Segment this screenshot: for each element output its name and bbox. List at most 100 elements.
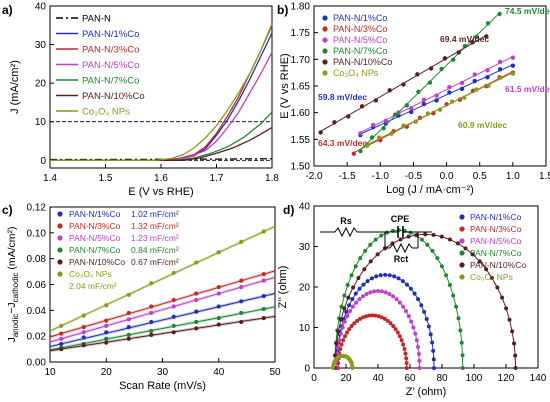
fit-line <box>360 12 500 151</box>
y-tick-label: 10 <box>35 117 47 128</box>
x-tick-label: 10 <box>44 367 56 378</box>
data-point <box>171 314 176 319</box>
y-tick-label: 0.00 <box>27 358 47 369</box>
x-tick-label: 60 <box>404 373 416 384</box>
y-tick-label: 1.75 <box>291 28 311 39</box>
data-point <box>171 297 176 303</box>
series-line <box>50 126 273 161</box>
data-point <box>239 239 244 244</box>
legend-label: PAN-N/10%Co <box>470 260 526 270</box>
series-line <box>50 23 273 161</box>
data-point <box>216 304 221 309</box>
data-point <box>216 315 221 321</box>
legend-marker <box>459 226 465 232</box>
legend-label: PAN-N/7%Co <box>470 248 522 258</box>
data-point <box>239 284 244 290</box>
panel-a: a) 1.4 1.5 1.6 1.7 1.8 0 10 20 30 40 E (V vs RHE) J … <box>2 2 279 199</box>
x-tick-label: 30 <box>157 367 169 378</box>
data-point <box>332 120 337 125</box>
data-point <box>369 135 375 140</box>
legend-label: PAN-N/3%Co <box>69 221 121 231</box>
y-tick-label: 0 <box>304 364 310 375</box>
data-point <box>104 340 109 345</box>
x-axis-label: Log (J / mA·cm⁻²) <box>386 184 474 196</box>
data-point <box>393 112 398 117</box>
resistor-rs <box>334 226 358 238</box>
data-point <box>261 315 266 321</box>
legend-label: PAN-N/10%Co <box>333 57 392 67</box>
data-point <box>104 323 109 328</box>
data-point <box>216 322 221 327</box>
legend-label: PAN-N/1%Co <box>333 13 387 23</box>
legend-label: PAN-N/7%Co <box>82 76 139 87</box>
x-tick-label: 140 <box>530 373 547 384</box>
y-tick-label: 0.04 <box>27 306 47 317</box>
data-point <box>239 319 244 325</box>
data-point <box>381 126 386 131</box>
fit-curve <box>337 314 408 369</box>
x-axis-label: Scan Rate (mV/s) <box>119 380 206 392</box>
data-point <box>442 56 448 61</box>
slope-label: 69.4 mV/dec <box>440 34 489 44</box>
capacitance-label: 1.32 mF/cm² <box>131 221 179 231</box>
y-axis-label: Z’’ (ohm) <box>277 266 289 309</box>
data-point <box>415 72 420 77</box>
fit-line <box>49 292 276 348</box>
data-point <box>104 303 109 308</box>
x-axis-label: E (V vs RHE) <box>128 186 193 198</box>
data-point <box>81 343 86 348</box>
data-point <box>261 272 266 277</box>
series-line <box>50 51 273 161</box>
x-tick-label: -1.0 <box>372 171 390 182</box>
fit-line <box>360 56 514 133</box>
legend-marker <box>459 262 465 268</box>
y-tick-label: 40 <box>299 202 311 213</box>
legend-label: PAN-N/3%Co <box>333 24 387 34</box>
panel-label: d) <box>283 203 294 217</box>
x-tick-label: 100 <box>466 373 483 384</box>
panel-label: a) <box>2 3 13 17</box>
x-tick-label: 40 <box>213 367 225 378</box>
data-point <box>171 330 176 335</box>
data-point <box>387 88 392 93</box>
data-point <box>126 292 131 297</box>
series-line <box>50 111 273 161</box>
data-point <box>261 306 266 312</box>
legend-label: PAN-N/10%Co <box>69 257 125 267</box>
panel-label: b) <box>277 3 288 17</box>
circuit-label: CPE <box>391 214 410 224</box>
data-point <box>59 346 64 352</box>
data-point <box>59 331 64 336</box>
y-tick-label: 1.80 <box>291 2 311 13</box>
data-point <box>59 336 64 341</box>
capacitance-label: 1.02 mF/cm² <box>131 209 179 219</box>
data-point <box>194 309 199 314</box>
data-point <box>104 336 109 341</box>
data-point <box>126 310 131 316</box>
fit-line <box>49 270 276 338</box>
data-point <box>416 89 421 95</box>
data-point <box>171 323 176 328</box>
y-tick-label: 20 <box>299 283 311 294</box>
legend-label: PAN-N/1%Co <box>69 209 121 219</box>
data-point <box>194 326 199 331</box>
x-tick-label: 1.5 <box>99 173 113 184</box>
legend-label: PAN-N/5%Co <box>333 35 387 45</box>
data-point <box>239 278 244 283</box>
legend-label: PAN-N/5%Co <box>470 236 522 246</box>
fit-curve <box>335 290 421 369</box>
legend-label: Co₃O₄ NPs <box>470 272 513 282</box>
legend-marker <box>322 48 328 54</box>
fit-line <box>366 72 514 146</box>
data-point <box>261 229 266 234</box>
data-point <box>428 66 434 71</box>
data-point <box>126 325 131 330</box>
data-point <box>149 328 154 334</box>
legend-label: Co₃O₄ NPs <box>69 269 112 279</box>
data-point <box>81 335 86 340</box>
legend-marker <box>459 274 465 280</box>
y-tick-label: 1.50 <box>291 162 311 173</box>
x-tick-label: 0.5 <box>473 171 487 182</box>
data-point <box>474 34 479 40</box>
legend-label: PAN-N/7%Co <box>333 46 387 56</box>
